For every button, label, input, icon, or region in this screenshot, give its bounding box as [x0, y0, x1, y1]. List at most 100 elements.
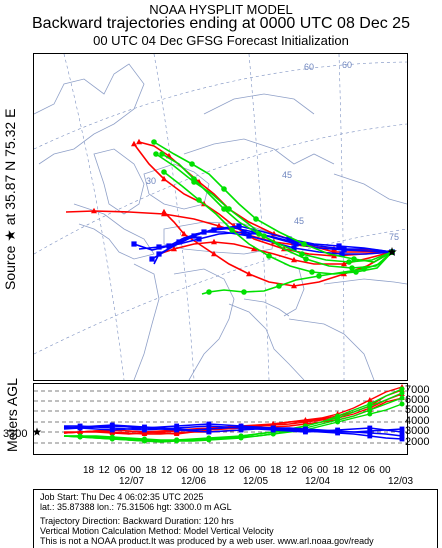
trajectory-marker-square — [291, 245, 297, 251]
altitude-line — [63, 423, 403, 433]
trajectory-marker-circle — [221, 206, 227, 212]
graticule — [34, 54, 407, 380]
source-location-label: Source ★ at 35.87 N 75.32 E — [2, 108, 18, 290]
altitude-tick-label: 4000 — [405, 415, 430, 427]
trajectory-marker-square — [196, 236, 202, 242]
trajectory-marker-circle — [309, 269, 315, 275]
trajectory-marker-triangle — [246, 270, 252, 277]
altitude-line — [63, 424, 403, 440]
graticule-line — [63, 54, 125, 380]
coastline — [173, 268, 235, 380]
time-hour-label: 18 — [207, 465, 219, 476]
trajectory-marker-square — [211, 227, 217, 233]
altitude-marker-square — [109, 427, 115, 433]
trajectory-marker-triangle — [341, 260, 347, 267]
trajectory-marker-triangle — [291, 256, 297, 263]
graticule-line — [248, 54, 270, 380]
trajectory-marker-circle — [276, 283, 282, 289]
footer-direction: Trajectory Direction: Backward Duration:… — [40, 516, 234, 526]
trajectory-marker-square — [286, 236, 292, 242]
time-hour-label: 18 — [83, 465, 95, 476]
altitude-marker-triangle — [77, 429, 83, 434]
time-date-label: 12/07 — [119, 476, 145, 487]
time-hour-label: 18 — [270, 465, 282, 476]
trajectory-marker-circle — [303, 256, 309, 262]
altitude-marker-square — [270, 425, 276, 431]
trajectory-marker-triangle — [91, 207, 97, 214]
trajectory-marker-circle — [253, 216, 259, 222]
altitude-marker-square — [174, 423, 180, 429]
altitude-marker-square — [335, 429, 341, 435]
altitude-marker-circle — [399, 390, 405, 396]
altitude-marker-circle — [399, 386, 405, 392]
graticule-label: 30 — [146, 176, 156, 186]
altitude-marker-square — [142, 425, 147, 431]
time-hour-label: 06 — [301, 465, 313, 476]
trajectory-marker-square — [236, 223, 242, 229]
footer-job-start: Job Start: Thu Dec 4 06:02:35 UTC 2025 — [40, 492, 204, 502]
job-info-footer: Job Start: Thu Dec 4 06:02:35 UTC 2025 l… — [33, 489, 438, 548]
time-hour-label: 06 — [363, 465, 375, 476]
trajectory-marker-circle — [266, 253, 272, 259]
start-altitude-label: 3300 — [3, 428, 28, 440]
trajectory-marker-square — [191, 233, 197, 239]
trajectory-line — [161, 153, 393, 263]
trajectory-marker-square — [241, 229, 247, 235]
graticule-label: 45 — [282, 170, 292, 180]
altitude-marker-circle — [399, 395, 405, 401]
trajectory-marker-circle — [349, 265, 355, 271]
footer-disclaimer: This is not a NOAA product.It was produc… — [40, 536, 374, 546]
altitude-marker-square — [109, 423, 115, 429]
coastline — [73, 203, 155, 260]
trajectory-marker-circle — [196, 197, 202, 203]
altitude-marker-circle — [399, 401, 405, 407]
trajectory-marker-triangle — [216, 222, 222, 229]
trajectory-marker-triangle — [161, 175, 167, 182]
trajectory-marker-circle — [353, 269, 359, 275]
trajectory-marker-square — [131, 241, 137, 247]
altitude-marker-circle — [367, 407, 373, 413]
star-icon — [387, 247, 397, 256]
altitude-tick-label: 5000 — [405, 404, 430, 416]
altitude-marker-square — [238, 423, 244, 429]
altitude-marker-square — [399, 436, 405, 442]
time-hour-label: 06 — [239, 465, 251, 476]
time-hour-label: 00 — [129, 465, 141, 476]
altitude-marker-square — [238, 427, 244, 433]
graticule-line — [338, 54, 345, 380]
altitude-marker-circle — [174, 437, 180, 443]
trajectory-marker-square — [341, 247, 347, 253]
graticule-label: 60 — [304, 62, 314, 72]
source-star-icon — [387, 247, 397, 256]
time-hour-label: 00 — [379, 465, 391, 476]
trajectory-marker-circle — [191, 176, 197, 182]
altitude-marker-circle — [206, 436, 212, 442]
model-title: NOAA HYSPLIT MODEL — [149, 2, 293, 17]
altitude-marker-square — [77, 425, 83, 431]
altitude-marker-circle — [270, 431, 276, 437]
time-date-label: 12/05 — [243, 476, 269, 487]
altitude-tick-label: 6000 — [405, 394, 430, 406]
coastlines — [34, 63, 407, 380]
time-hour-label: 12 — [348, 465, 360, 476]
trajectory-marker-circle — [159, 151, 165, 157]
altitude-tick-label: 2000 — [405, 436, 430, 448]
coastline — [133, 263, 160, 380]
altitude-marker-triangle — [173, 430, 180, 435]
time-hour-label: 18 — [145, 465, 157, 476]
trajectory-marker-triangle — [181, 230, 187, 237]
trajectory-marker-square — [246, 233, 252, 239]
trajectory-marker-circle — [226, 206, 232, 212]
graticule-label: 45 — [294, 216, 304, 226]
coastline — [283, 263, 305, 317]
altitude-marker-triangle — [367, 397, 373, 402]
altitude-marker-circle — [77, 433, 83, 439]
trajectory-marker-square — [251, 229, 257, 235]
trajectory-marker-triangle — [211, 250, 217, 257]
altitude-panel — [33, 383, 408, 455]
trajectory-marker-circle — [316, 273, 322, 279]
trajectory-marker-circle — [241, 289, 247, 295]
altitude-marker-square — [399, 433, 405, 439]
altitude-line — [63, 397, 403, 443]
trajectory-tracks — [65, 138, 395, 295]
